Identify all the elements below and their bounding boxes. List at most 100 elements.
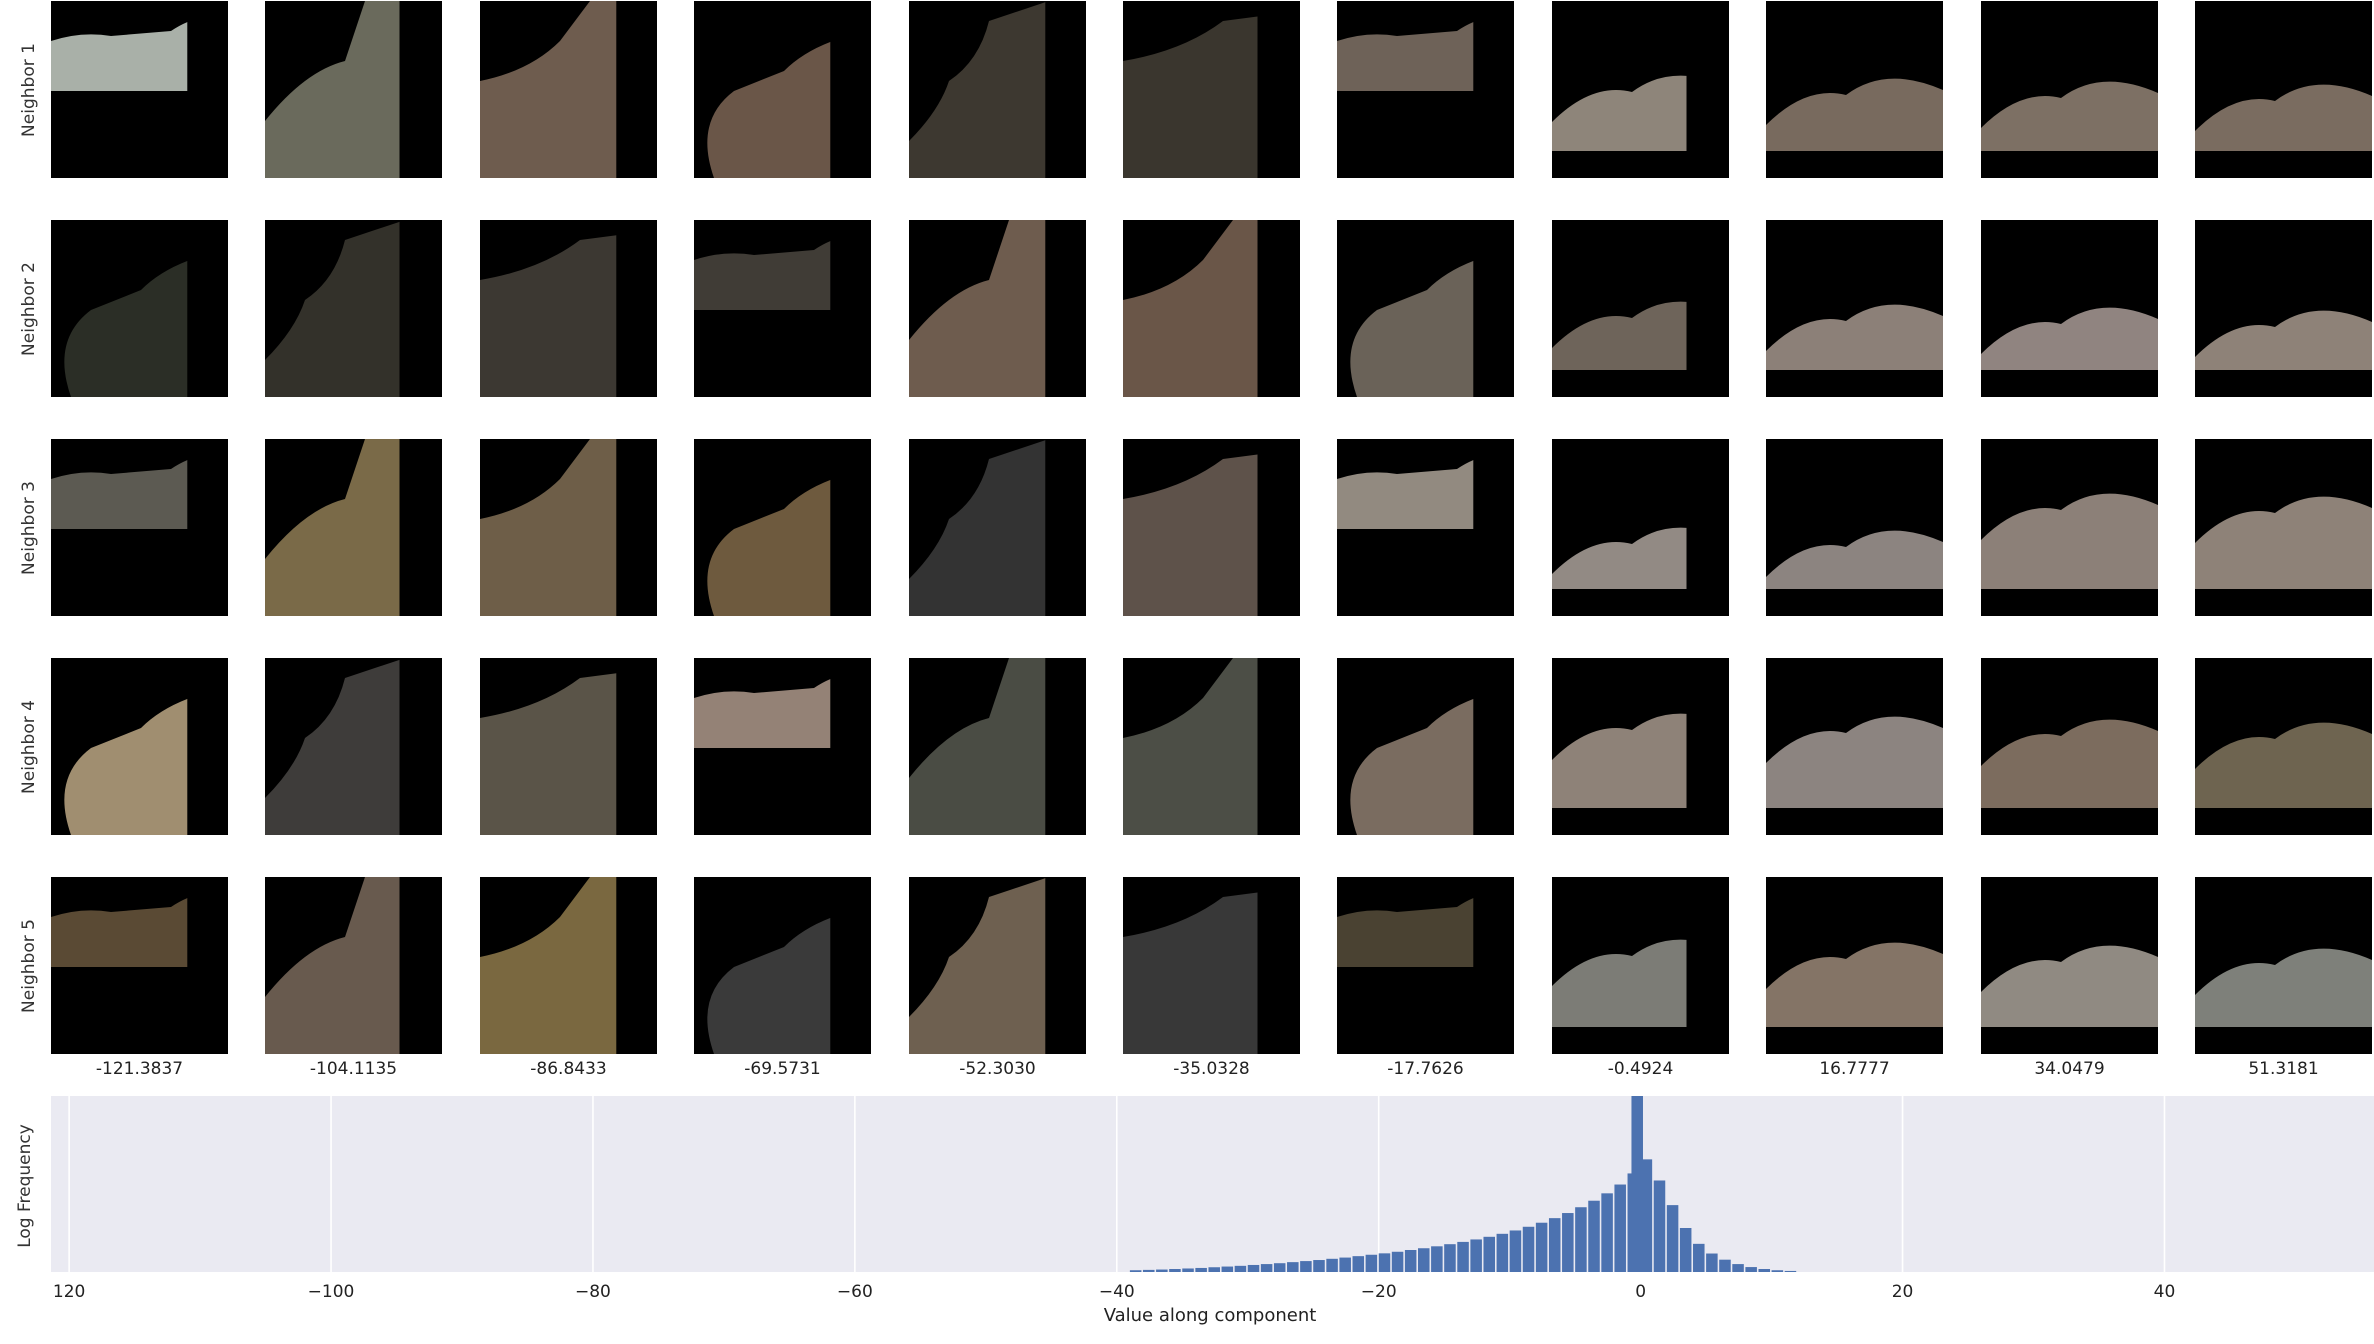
histogram-bar xyxy=(1509,1230,1522,1272)
histogram-bar xyxy=(1758,1269,1771,1272)
thumbnail-shape xyxy=(51,898,188,967)
thumbnail-shape xyxy=(1337,460,1474,529)
histogram-bar xyxy=(1273,1263,1286,1272)
thumbnail-shape xyxy=(265,1,400,178)
histogram-bar xyxy=(1784,1270,1797,1272)
neighbor-thumbnail xyxy=(1981,1,2158,178)
thumbnail-shape xyxy=(909,2,1046,178)
row-label-text: Neighbor 4 xyxy=(19,699,39,794)
histogram-bar xyxy=(1313,1260,1325,1272)
thumbnail-shape xyxy=(1552,527,1687,589)
neighbor-thumbnail xyxy=(51,439,228,616)
thumbnail-shape xyxy=(1766,716,1943,808)
column-label: -0.4924 xyxy=(1607,1059,1674,1079)
neighbor-thumbnail xyxy=(480,1,657,178)
column-label: 34.0479 xyxy=(2034,1059,2105,1079)
histogram-bar xyxy=(1444,1244,1456,1272)
thumbnail-shape xyxy=(265,659,400,835)
neighbor-thumbnail xyxy=(1123,220,1300,397)
neighbor-thumbnail xyxy=(1123,1,1300,178)
histogram-bar xyxy=(1417,1248,1430,1272)
column-label: -69.5731 xyxy=(744,1059,821,1079)
thumbnail-shape xyxy=(1981,945,2158,1027)
x-tick-label: −40 xyxy=(1099,1282,1135,1302)
x-tick-label: −80 xyxy=(575,1282,611,1302)
neighbor-thumbnail xyxy=(694,220,871,397)
thumbnail-shape xyxy=(64,698,188,835)
neighbor-thumbnail xyxy=(480,658,657,835)
column-label: -35.0328 xyxy=(1173,1059,1250,1079)
neighbor-thumbnail xyxy=(1337,877,1514,1054)
neighbor-thumbnail xyxy=(1123,877,1300,1054)
thumbnail-shape xyxy=(480,1,617,178)
histogram-bar xyxy=(1404,1250,1417,1272)
histogram-bar xyxy=(1142,1269,1155,1272)
thumbnail-shape xyxy=(2195,722,2372,808)
histogram-bar xyxy=(1653,1180,1666,1272)
histogram-peak-bar xyxy=(1631,1096,1643,1272)
thumbnail-shape xyxy=(51,460,188,529)
thumbnail-shape xyxy=(2195,496,2372,589)
histogram-bar xyxy=(1732,1264,1744,1272)
neighbor-thumbnail xyxy=(265,658,442,835)
neighbor-thumbnail xyxy=(1981,220,2158,397)
neighbor-thumbnail xyxy=(265,877,442,1054)
thumbnail-shape xyxy=(1123,220,1258,397)
neighbor-thumbnail xyxy=(1123,439,1300,616)
neighbor-thumbnail xyxy=(2195,877,2372,1054)
histogram-bar xyxy=(1129,1270,1142,1272)
thumbnail-shape xyxy=(1766,530,1943,589)
neighbor-thumbnail xyxy=(1766,220,1943,397)
neighbor-thumbnail xyxy=(1766,658,1943,835)
neighbor-thumbnail xyxy=(694,439,871,616)
thumbnail-shape xyxy=(909,878,1046,1054)
thumbnail-shape xyxy=(2195,84,2372,151)
neighbor-thumbnail xyxy=(51,220,228,397)
thumbnail-shape xyxy=(2195,948,2372,1027)
thumbnail-shape xyxy=(480,877,617,1054)
histogram-bar xyxy=(1771,1270,1784,1272)
thumbnail-shape xyxy=(480,673,617,835)
histogram-bar xyxy=(1391,1251,1404,1272)
histogram-bar xyxy=(1483,1236,1496,1272)
x-tick-label: 0 xyxy=(1635,1282,1646,1302)
histogram-bar xyxy=(1234,1265,1247,1272)
thumbnail-shape xyxy=(1337,22,1474,91)
row-label: Neighbor 5 xyxy=(14,877,44,1054)
histogram-bar xyxy=(1208,1267,1220,1272)
neighbor-thumbnail xyxy=(694,658,871,835)
histogram-bar xyxy=(1548,1218,1561,1272)
x-tick-label: −60 xyxy=(837,1282,873,1302)
column-label: 16.7777 xyxy=(1819,1059,1890,1079)
neighbor-thumbnail xyxy=(1981,439,2158,616)
column-label: -104.1135 xyxy=(309,1059,398,1079)
thumbnail-shape xyxy=(265,877,400,1054)
row-label-text: Neighbor 1 xyxy=(19,42,39,137)
neighbor-thumbnail xyxy=(1337,220,1514,397)
thumbnail-shape xyxy=(1981,307,2158,370)
neighbor-thumbnail xyxy=(694,877,871,1054)
histogram-bar xyxy=(1287,1262,1299,1272)
neighbor-thumbnail xyxy=(1981,658,2158,835)
histogram-bar xyxy=(1575,1207,1587,1272)
neighbor-thumbnail xyxy=(2195,220,2372,397)
row-label-text: Neighbor 3 xyxy=(19,480,39,575)
thumbnail-shape xyxy=(1123,16,1258,178)
histogram-bar xyxy=(1182,1268,1194,1272)
row-label-text: Neighbor 2 xyxy=(19,261,39,356)
thumbnail-shape xyxy=(1123,658,1258,835)
neighbor-thumbnail xyxy=(1766,877,1943,1054)
neighbor-thumbnail xyxy=(51,877,228,1054)
x-tick-label: 40 xyxy=(2154,1282,2176,1302)
thumbnail-shape xyxy=(265,439,400,616)
column-label: 51.3181 xyxy=(2248,1059,2319,1079)
neighbor-thumbnail xyxy=(1981,877,2158,1054)
neighbor-thumbnail xyxy=(480,439,657,616)
thumbnail-shape xyxy=(480,235,617,397)
thumbnail-shape xyxy=(694,679,831,748)
thumbnail-shape xyxy=(694,241,831,310)
thumbnail-shape xyxy=(51,22,188,91)
neighbor-thumbnail xyxy=(909,877,1086,1054)
x-tick-label: 120 xyxy=(53,1282,85,1302)
histogram-bar xyxy=(1614,1184,1626,1272)
